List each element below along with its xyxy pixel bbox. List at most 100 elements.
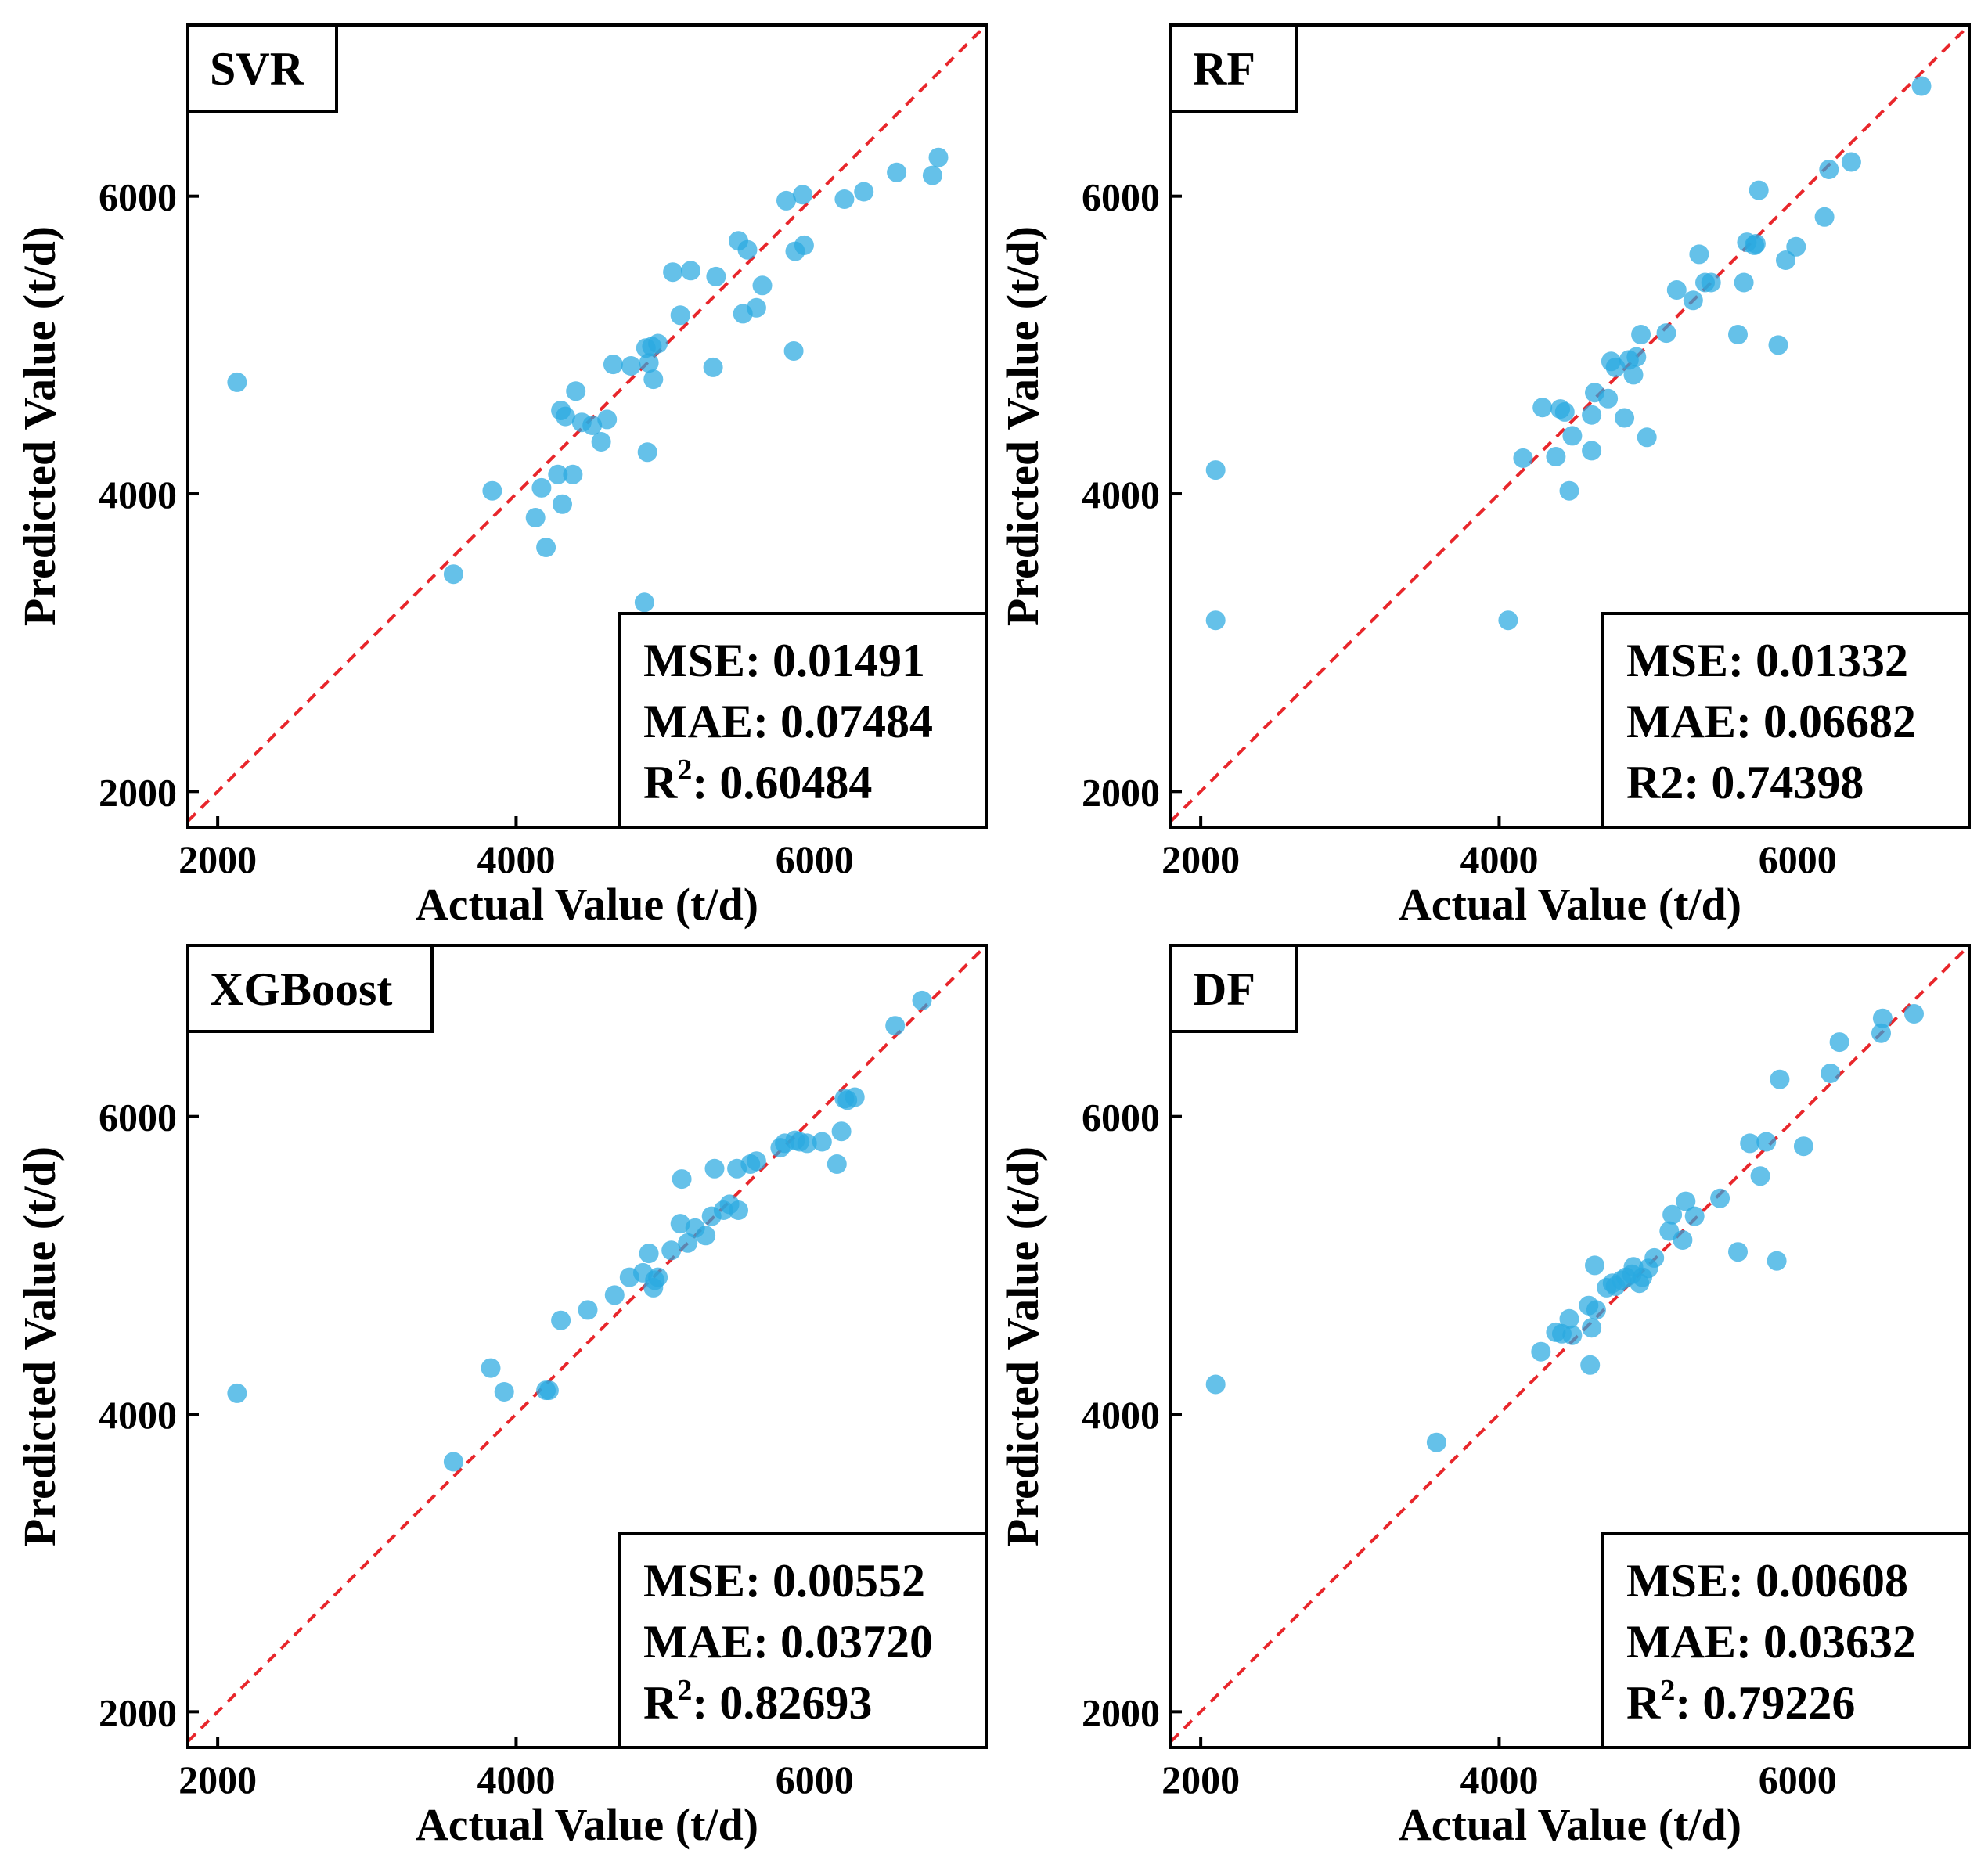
data-point (681, 261, 700, 281)
data-point (536, 538, 556, 557)
data-point (1776, 250, 1795, 270)
data-point (1745, 234, 1766, 254)
y-tick-label: 4000 (99, 1393, 177, 1437)
data-point (634, 592, 654, 613)
data-point (1786, 236, 1806, 257)
metric-separator: : (1675, 1677, 1702, 1729)
data-point (1689, 244, 1709, 265)
data-point (1586, 1300, 1606, 1320)
data-point (1585, 1255, 1604, 1276)
metrics-box (618, 1532, 988, 1749)
data-point (887, 162, 907, 182)
data-point (1676, 1191, 1696, 1211)
metric-value: 0.01491 (773, 635, 925, 686)
metric-name: R (1626, 1677, 1661, 1729)
data-point (1871, 1023, 1891, 1043)
data-point (1821, 1064, 1841, 1083)
metric-mse: MSE: 0.01332 (1626, 635, 1908, 686)
data-point (1532, 398, 1553, 418)
data-point (1546, 447, 1566, 466)
metric-separator: : (1736, 1616, 1763, 1668)
y-tick-label: 6000 (99, 1096, 177, 1139)
data-point (1626, 347, 1647, 367)
x-tick-label: 4000 (477, 1758, 555, 1801)
metric-separator: : (692, 757, 719, 808)
metric-superscript: 2 (677, 754, 692, 786)
data-point (548, 464, 568, 484)
y-tick-label: 4000 (99, 473, 177, 516)
y-axis-title: Predicted Value (t/d) (14, 226, 65, 626)
panel-xgboost: 2000 4000 6000 2000 4000 6000 Actual Value (t/… (14, 944, 988, 1850)
data-point (531, 477, 552, 498)
model-label-box (1169, 23, 1298, 113)
panel-rf: 2000 4000 6000 2000 4000 6000 Actual Value (t/… (997, 23, 1971, 930)
data-point (1911, 76, 1932, 96)
data-point (525, 508, 546, 527)
data-point (1814, 207, 1835, 227)
y-axis-title: Predicted Value (t/d) (997, 226, 1048, 626)
x-tick-label: 2000 (1161, 1758, 1240, 1801)
data-point (1582, 1318, 1602, 1338)
x-tick-label: 6000 (776, 1758, 854, 1801)
data-point (885, 1016, 906, 1036)
data-point (752, 275, 773, 296)
data-point (551, 1310, 571, 1330)
data-point (1498, 610, 1518, 631)
metric-separator: : (753, 696, 780, 747)
data-point (603, 355, 623, 375)
data-point (670, 305, 690, 326)
metric-superscript: 2 (677, 1674, 692, 1707)
identity-line (188, 945, 986, 1743)
data-point (1666, 280, 1687, 300)
data-point (827, 1154, 847, 1174)
metric-value: 0.03632 (1763, 1616, 1916, 1668)
data-point (1701, 272, 1721, 293)
x-tick-label: 6000 (1759, 837, 1837, 881)
data-point (643, 369, 664, 390)
data-point (481, 1358, 501, 1378)
data-point (538, 1380, 559, 1401)
data-point (1841, 152, 1861, 172)
model-label-df: DF (1193, 963, 1255, 1015)
model-label-box (1169, 944, 1298, 1033)
data-point (1683, 290, 1703, 311)
data-point (746, 297, 766, 318)
y-axis-title: Predicted Value (t/d) (997, 1146, 1048, 1546)
metric-value: 0.74398 (1711, 757, 1864, 808)
data-point (1637, 427, 1657, 448)
data-point (227, 372, 247, 392)
data-point (582, 416, 603, 435)
data-point (443, 1452, 463, 1472)
x-tick-label: 6000 (776, 837, 854, 881)
data-point (661, 1240, 682, 1261)
data-point (812, 1132, 832, 1152)
metric-r: R2: 0.79226 (1626, 1674, 1855, 1729)
data-point (1793, 1136, 1813, 1157)
metric-mse: MSE: 0.00552 (643, 1555, 925, 1607)
identity-line (1171, 25, 1969, 822)
data-point (1662, 1204, 1683, 1225)
model-label-rf: RF (1193, 43, 1255, 95)
data-point (729, 1200, 748, 1220)
data-point (1644, 1247, 1665, 1268)
metric-value: 0.79226 (1702, 1677, 1855, 1729)
metric-separator: : (745, 635, 773, 686)
data-point (1673, 1230, 1693, 1250)
metric-name: R (643, 1677, 678, 1729)
metric-value: 0.03720 (780, 1616, 933, 1668)
metric-value: 0.00552 (773, 1555, 925, 1607)
metric-name: MSE (1626, 1555, 1728, 1607)
metric-name: MSE (1626, 635, 1728, 686)
metric-name: R (643, 757, 678, 808)
metric-name: MAE (643, 1616, 753, 1668)
data-point (621, 356, 641, 376)
x-axis-title: Actual Value (t/d) (416, 879, 758, 930)
metric-name: MAE (643, 696, 753, 747)
plot-frame (1169, 944, 1971, 1749)
metric-r: R2: 0.82693 (643, 1674, 872, 1729)
metric-mae: MAE: 0.06682 (1626, 696, 1916, 747)
data-point (637, 442, 657, 463)
data-point (704, 1158, 725, 1179)
metric-separator: : (1728, 635, 1756, 686)
data-point (776, 190, 796, 211)
